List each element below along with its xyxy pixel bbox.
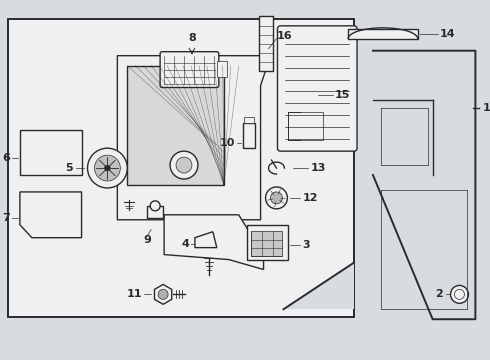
Polygon shape <box>154 284 171 304</box>
Text: 14: 14 <box>440 29 455 39</box>
Bar <box>217 60 227 77</box>
Circle shape <box>450 285 468 303</box>
Text: 6: 6 <box>2 153 10 163</box>
Bar <box>246 225 289 260</box>
Circle shape <box>176 157 192 173</box>
Polygon shape <box>164 215 264 270</box>
Circle shape <box>170 151 198 179</box>
Circle shape <box>88 148 127 188</box>
Text: 2: 2 <box>435 289 442 300</box>
FancyBboxPatch shape <box>277 26 357 151</box>
Circle shape <box>95 155 121 181</box>
Polygon shape <box>195 232 217 248</box>
Circle shape <box>158 289 168 300</box>
Polygon shape <box>283 262 354 309</box>
Bar <box>243 123 255 148</box>
Circle shape <box>455 289 465 300</box>
Bar <box>289 112 323 140</box>
Text: 15: 15 <box>335 90 350 100</box>
FancyBboxPatch shape <box>160 52 219 87</box>
Text: 7: 7 <box>2 213 10 223</box>
Text: 12: 12 <box>302 193 318 203</box>
Text: 3: 3 <box>302 240 310 249</box>
Text: 5: 5 <box>65 163 73 173</box>
Polygon shape <box>20 192 81 238</box>
Text: 11: 11 <box>127 289 142 300</box>
Text: 1: 1 <box>482 103 490 113</box>
Circle shape <box>150 201 160 211</box>
Text: 9: 9 <box>143 235 151 245</box>
Bar <box>244 117 254 123</box>
Text: 8: 8 <box>188 33 196 43</box>
Text: 16: 16 <box>276 31 292 41</box>
Polygon shape <box>118 56 270 220</box>
Bar <box>259 16 272 71</box>
Bar <box>250 231 282 256</box>
Text: 10: 10 <box>220 138 235 148</box>
Circle shape <box>104 165 110 171</box>
Bar <box>20 130 81 175</box>
Bar <box>8 19 354 317</box>
Bar <box>147 206 163 218</box>
Bar <box>127 66 224 185</box>
Circle shape <box>266 187 288 209</box>
Polygon shape <box>348 29 417 39</box>
Circle shape <box>270 192 282 204</box>
Text: 4: 4 <box>181 239 189 249</box>
Text: 13: 13 <box>310 163 326 173</box>
